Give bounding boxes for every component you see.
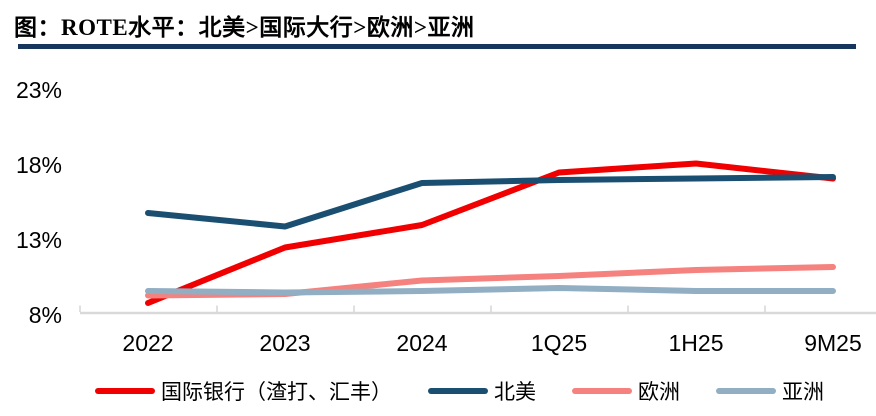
y-tick-label: 23% (16, 77, 62, 103)
series-line-北美 (145, 174, 836, 230)
legend-swatch-intl-banks (95, 388, 155, 394)
legend-swatch-europe (572, 388, 632, 394)
x-tick-label: 2024 (396, 330, 447, 356)
title-underline (18, 44, 856, 49)
x-tick-label: 1H25 (669, 330, 724, 356)
chart-legend: 国际银行（渣打、汇丰） 北美 欧洲 亚洲 (95, 378, 865, 404)
y-tick-label: 13% (16, 227, 62, 253)
x-tick-label: 2022 (122, 330, 173, 356)
y-tick-label: 18% (16, 152, 62, 178)
legend-item-intl-banks: 国际银行（渣打、汇丰） (95, 376, 392, 406)
legend-item-asia: 亚洲 (716, 376, 824, 406)
legend-item-europe: 欧洲 (572, 376, 680, 406)
x-tick-label: 2023 (259, 330, 310, 356)
legend-label-europe: 欧洲 (638, 380, 680, 404)
figure-title: 图：ROTE水平：北美>国际大行>欧洲>亚洲 (14, 15, 475, 40)
series-line-亚洲 (145, 285, 836, 296)
legend-item-north-america: 北美 (428, 376, 536, 406)
x-tick-label: 1Q25 (531, 330, 587, 356)
legend-swatch-asia (716, 388, 776, 394)
y-tick-label: 8% (29, 302, 62, 328)
legend-label-north-america: 北美 (494, 380, 536, 404)
legend-swatch-north-america (428, 388, 488, 394)
x-tick-label: 9M25 (804, 330, 862, 356)
legend-label-intl-banks: 国际银行（渣打、汇丰） (161, 380, 392, 404)
series-line-国际银行（渣打、汇丰） (145, 160, 836, 306)
legend-label-asia: 亚洲 (782, 380, 824, 404)
